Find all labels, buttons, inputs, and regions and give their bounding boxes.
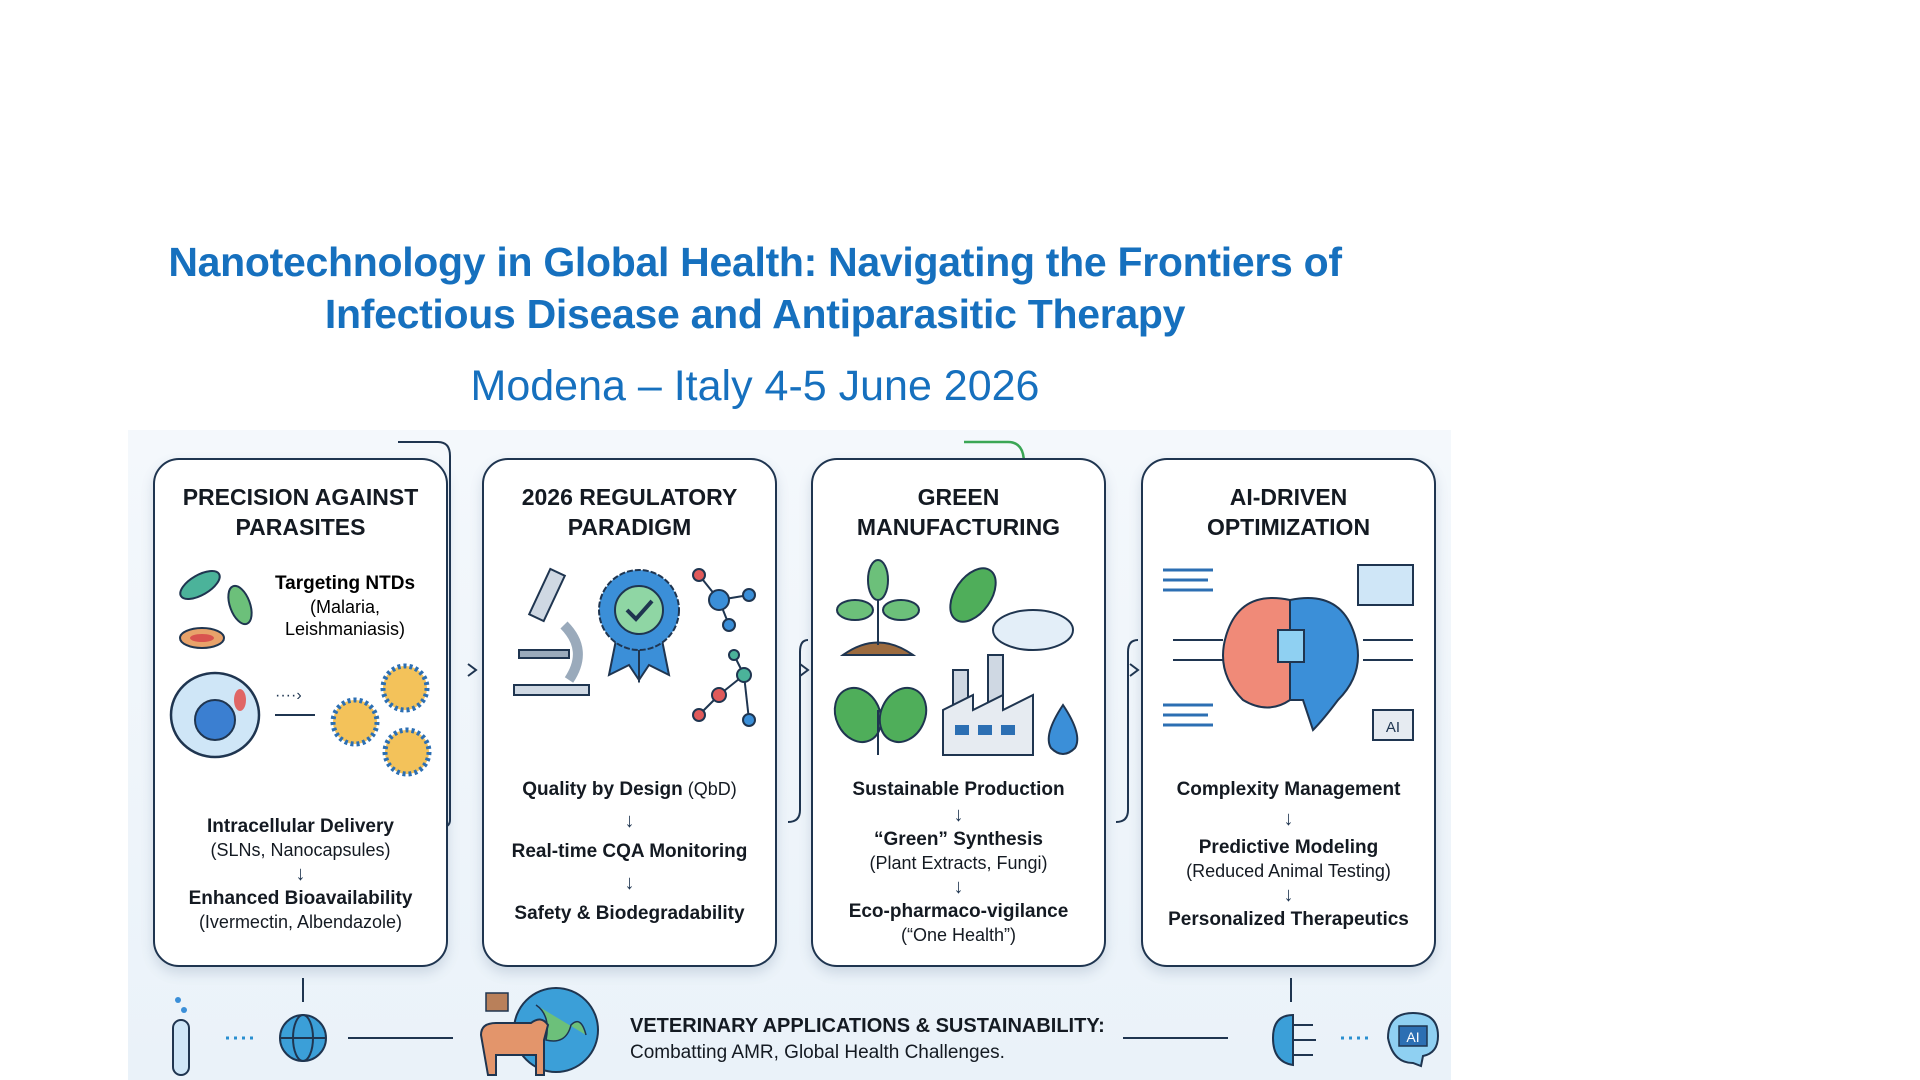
ai-illustration: AI	[1153, 560, 1424, 760]
card-heading: GREEN MANUFACTURING	[856, 484, 1061, 540]
globe-icon	[279, 1014, 327, 1062]
title-line-1: Nanotechnology in Global Health: Navigat…	[168, 239, 1342, 285]
green-illustration	[823, 559, 1094, 760]
page-title: Nanotechnology in Global Health: Navigat…	[60, 236, 1450, 340]
regulatory-illustration	[494, 560, 765, 760]
card-heading: 2026 REGULATORY PARADIGM	[521, 484, 738, 540]
card-list: Quality by Design (QbD) ↓ Real-time CQA …	[511, 779, 748, 924]
svg-text:····›: ····›	[275, 687, 302, 704]
cell-icon	[169, 671, 261, 759]
card-green-manufacturing: GREEN MANUFACTURING	[811, 458, 1106, 967]
targeting-ntds-label: Targeting NTDs (Malaria, Leishmaniasis)	[274, 573, 416, 639]
card-precision-parasites: PRECISION AGAINST PARASITES Targeting NTD…	[153, 458, 448, 967]
test-tube-icon	[172, 997, 190, 1076]
card-ai-optimization: AI-DRIVEN OPTIMIZATION AI Complexity Mana…	[1141, 458, 1436, 967]
veterinary-banner: VETERINARY APPLICATIONS & SUSTAINABILITY…	[630, 1015, 1105, 1063]
card-heading: PRECISION AGAINST PARASITES	[182, 484, 419, 540]
event-subtitle: Modena – Italy 4-5 June 2026	[470, 362, 1040, 410]
livestock-earth-icon	[479, 987, 599, 1076]
quality-badge-icon	[598, 569, 680, 684]
infographic: PRECISION AGAINST PARASITES Targeting NTD…	[128, 430, 1451, 1080]
nanoparticle-icons: ····›	[275, 663, 432, 777]
card-heading: AI-DRIVEN OPTIMIZATION	[1206, 484, 1371, 540]
card-regulatory-paradigm: 2026 REGULATORY PARADIGM	[482, 458, 777, 967]
ai-badge: AI	[1386, 719, 1400, 736]
parasite-icon	[179, 570, 253, 649]
plant-icon	[833, 559, 928, 755]
factory-icon	[942, 609, 1079, 756]
molecule-icon	[692, 568, 756, 727]
microscope-icon	[513, 567, 590, 696]
parasite-illustration: Targeting NTDs (Malaria, Leishmaniasis) …	[165, 560, 436, 777]
brain-chip-icon: AI	[1163, 564, 1414, 741]
leaf-icon	[949, 567, 997, 623]
card-list: Sustainable Production ↓ “Green” Synthes…	[848, 779, 1069, 945]
ai-label: AI	[1406, 1029, 1419, 1045]
digital-brain-icon	[1271, 1013, 1316, 1067]
card-list: Complexity Management ↓ Predictive Model…	[1168, 779, 1409, 930]
card-list: Intracellular Delivery (SLNs, Nanocapsul…	[188, 816, 413, 932]
title-line-2: Infectious Disease and Antiparasitic The…	[324, 291, 1186, 337]
ai-brain-icon: AI	[1386, 1011, 1440, 1068]
